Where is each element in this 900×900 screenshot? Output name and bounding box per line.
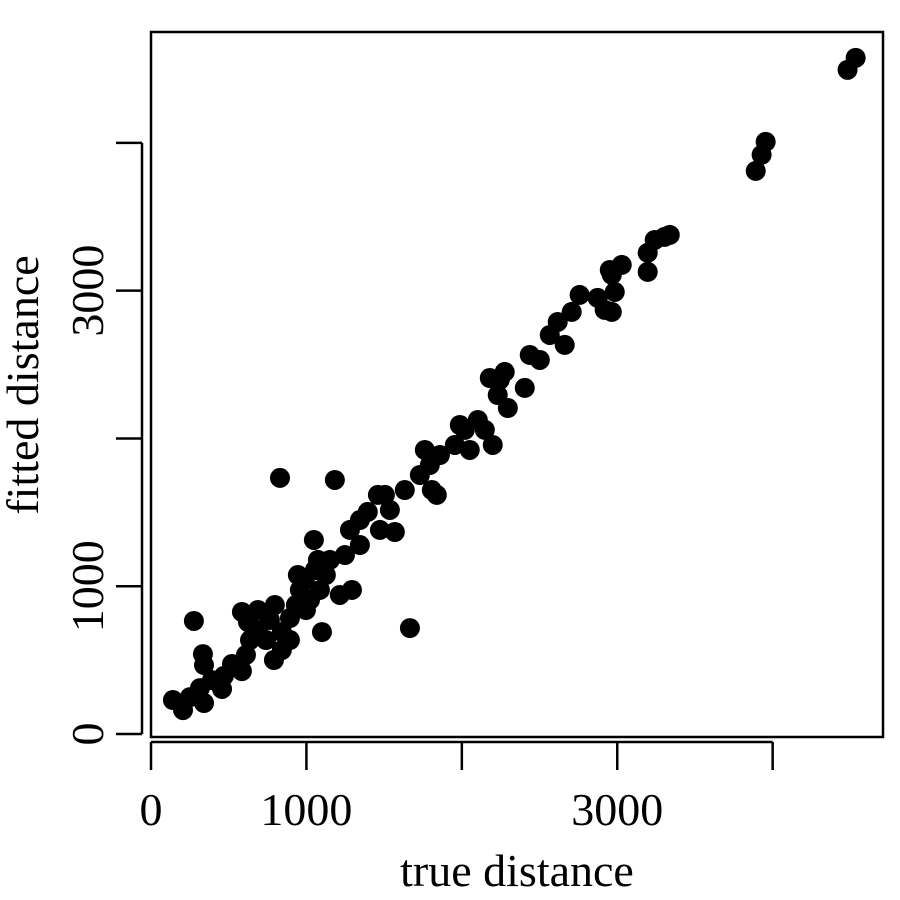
- point: [231, 661, 252, 682]
- x-tick-label: 3000: [571, 784, 663, 835]
- y-tick-label: 0: [62, 723, 113, 746]
- point: [745, 160, 766, 181]
- point: [334, 545, 355, 566]
- point: [294, 570, 315, 591]
- point: [604, 281, 625, 302]
- point: [193, 655, 214, 676]
- point: [845, 47, 866, 68]
- x-tick-label: 1000: [260, 784, 352, 835]
- point: [349, 535, 370, 556]
- point: [514, 377, 535, 398]
- point: [547, 311, 568, 332]
- point: [315, 565, 336, 586]
- point: [341, 579, 362, 600]
- point: [379, 499, 400, 520]
- x-axis-label: true distance: [400, 845, 634, 896]
- point: [459, 439, 480, 460]
- point: [264, 595, 285, 616]
- point: [599, 259, 620, 280]
- point: [311, 622, 332, 643]
- point: [237, 612, 258, 633]
- point: [529, 349, 550, 370]
- point: [561, 301, 582, 322]
- point: [394, 480, 415, 501]
- point: [279, 630, 300, 651]
- x-tick-label: 0: [140, 784, 163, 835]
- point: [369, 519, 390, 540]
- y-tick-label: 1000: [62, 540, 113, 632]
- point: [384, 522, 405, 543]
- point: [482, 434, 503, 455]
- point: [426, 484, 447, 505]
- point: [497, 398, 518, 418]
- point: [474, 419, 495, 440]
- y-tick-label: 3000: [62, 245, 113, 337]
- y-axis-label: fitted distance: [0, 255, 48, 514]
- point: [755, 131, 776, 152]
- point: [454, 419, 475, 440]
- point: [419, 455, 440, 476]
- point: [399, 618, 420, 639]
- point: [324, 469, 345, 490]
- point: [601, 301, 622, 322]
- point: [659, 224, 680, 245]
- point: [303, 529, 324, 550]
- point: [637, 261, 658, 282]
- point: [489, 369, 510, 390]
- point: [349, 510, 370, 531]
- point: [414, 439, 435, 460]
- point: [307, 549, 328, 570]
- point: [569, 284, 590, 305]
- point: [554, 334, 575, 355]
- point: [269, 467, 290, 488]
- point: [256, 630, 277, 651]
- plot-box: [149, 30, 885, 739]
- point: [183, 610, 204, 631]
- point: [374, 484, 395, 505]
